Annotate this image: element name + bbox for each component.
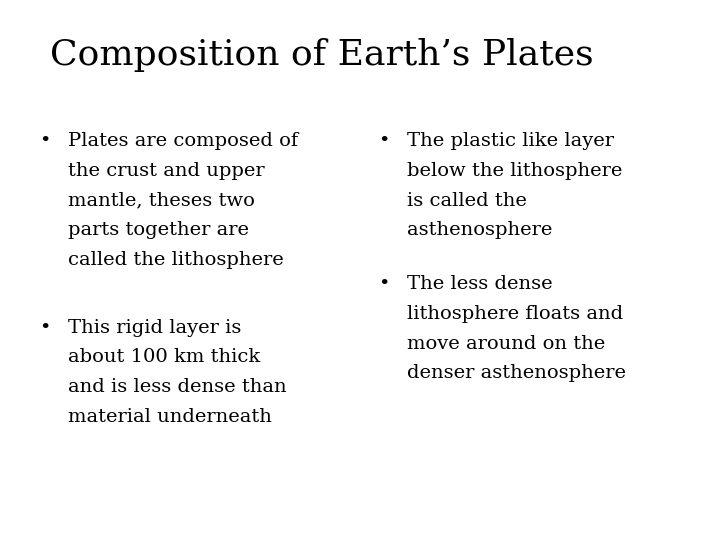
- Text: material underneath: material underneath: [68, 408, 272, 426]
- Text: mantle, theses two: mantle, theses two: [68, 192, 256, 210]
- Text: and is less dense than: and is less dense than: [68, 378, 287, 396]
- Text: This rigid layer is: This rigid layer is: [68, 319, 242, 336]
- Text: •: •: [378, 275, 390, 293]
- Text: •: •: [40, 319, 51, 336]
- Text: •: •: [40, 132, 51, 150]
- Text: parts together are: parts together are: [68, 221, 249, 239]
- Text: The plastic like layer: The plastic like layer: [407, 132, 613, 150]
- Text: about 100 km thick: about 100 km thick: [68, 348, 261, 366]
- Text: is called the: is called the: [407, 192, 526, 210]
- Text: move around on the: move around on the: [407, 335, 605, 353]
- Text: •: •: [378, 132, 390, 150]
- Text: lithosphere floats and: lithosphere floats and: [407, 305, 623, 323]
- Text: The less dense: The less dense: [407, 275, 552, 293]
- Text: denser asthenosphere: denser asthenosphere: [407, 364, 626, 382]
- Text: asthenosphere: asthenosphere: [407, 221, 552, 239]
- Text: Composition of Earth’s Plates: Composition of Earth’s Plates: [50, 38, 594, 72]
- Text: the crust and upper: the crust and upper: [68, 162, 265, 180]
- Text: below the lithosphere: below the lithosphere: [407, 162, 622, 180]
- Text: Plates are composed of: Plates are composed of: [68, 132, 299, 150]
- Text: called the lithosphere: called the lithosphere: [68, 251, 284, 269]
